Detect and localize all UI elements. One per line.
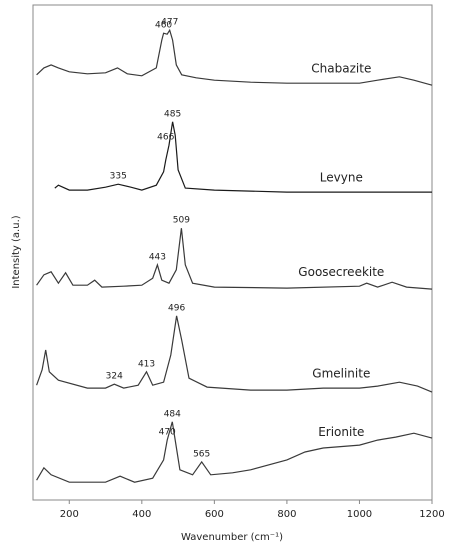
x-tick-label: 200 [60,509,79,520]
x-tick-label: 1200 [419,509,444,520]
x-tick-label: 600 [205,509,224,520]
x-tick-label: 800 [277,509,296,520]
x-tick-label: 400 [132,509,151,520]
peak-label: 460 [155,21,172,31]
series-label: Chabazite [311,62,371,76]
plot-frame [32,4,433,501]
spectrum-line [54,121,432,193]
peak-label: 496 [168,303,185,313]
peak-label: 324 [106,372,123,382]
spectrum-line [36,228,433,290]
peak-label: 565 [193,449,210,459]
series-label: Levyne [320,171,363,185]
peak-label: 485 [164,109,181,119]
spectrum-line [36,421,433,483]
spectrum-line [36,28,433,86]
peak-label: 470 [159,428,176,438]
series-label: Goosecreekite [298,265,384,279]
peak-label: 484 [164,409,181,419]
y-axis-title: Intensity (a.u.) [11,215,22,288]
peak-label: 466 [157,133,174,143]
series-label: Erionite [318,425,364,439]
peak-label: 477 [161,18,178,28]
x-tick-label: 1000 [347,509,372,520]
series-label: Gmelinite [312,367,370,381]
spectrum-line [36,315,433,393]
peak-label: 509 [173,216,190,226]
peak-label: 413 [138,359,155,369]
peak-label: 335 [110,172,127,182]
peak-label: 443 [149,252,166,262]
x-axis-title: Wavenumber (cm⁻¹) [181,532,283,543]
